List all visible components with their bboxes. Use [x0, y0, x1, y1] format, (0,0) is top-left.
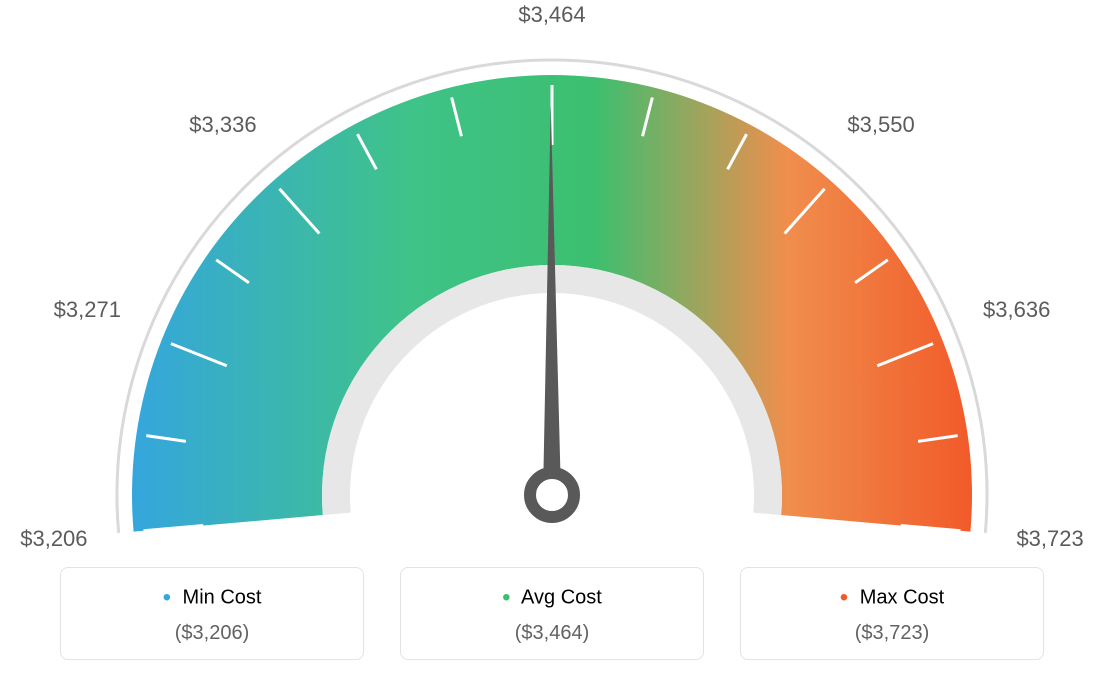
gauge-tick-label: $3,723	[1016, 526, 1083, 552]
legend-card-min: • Min Cost ($3,206)	[60, 567, 364, 660]
gauge-tick-label: $3,206	[20, 526, 87, 552]
legend-title-text: Max Cost	[860, 586, 944, 608]
legend-value-min: ($3,206)	[71, 622, 353, 645]
legend-title-max: • Max Cost	[751, 584, 1033, 612]
gauge-svg	[0, 0, 1104, 560]
legend-row: • Min Cost ($3,206) • Avg Cost ($3,464) …	[0, 567, 1104, 660]
bullet-icon: •	[502, 584, 510, 611]
legend-value-max: ($3,723)	[751, 622, 1033, 645]
legend-title-text: Min Cost	[183, 586, 262, 608]
legend-card-avg: • Avg Cost ($3,464)	[400, 567, 704, 660]
gauge-tick-label: $3,464	[518, 2, 585, 28]
gauge-tick-label: $3,636	[983, 297, 1050, 323]
gauge-tick-label: $3,550	[847, 112, 914, 138]
gauge-chart: $3,206 $3,271 $3,336 $3,464 $3,550 $3,636 $3,7…	[0, 0, 1104, 560]
bullet-icon: •	[840, 584, 848, 611]
gauge-tick-label: $3,271	[54, 297, 121, 323]
legend-card-max: • Max Cost ($3,723)	[740, 567, 1044, 660]
legend-title-text: Avg Cost	[521, 586, 602, 608]
legend-title-min: • Min Cost	[71, 584, 353, 612]
cost-gauge-widget: $3,206 $3,271 $3,336 $3,464 $3,550 $3,636 $3,7…	[0, 0, 1104, 690]
gauge-tick-label: $3,336	[189, 112, 256, 138]
legend-value-avg: ($3,464)	[411, 622, 693, 645]
bullet-icon: •	[163, 584, 171, 611]
legend-title-avg: • Avg Cost	[411, 584, 693, 612]
